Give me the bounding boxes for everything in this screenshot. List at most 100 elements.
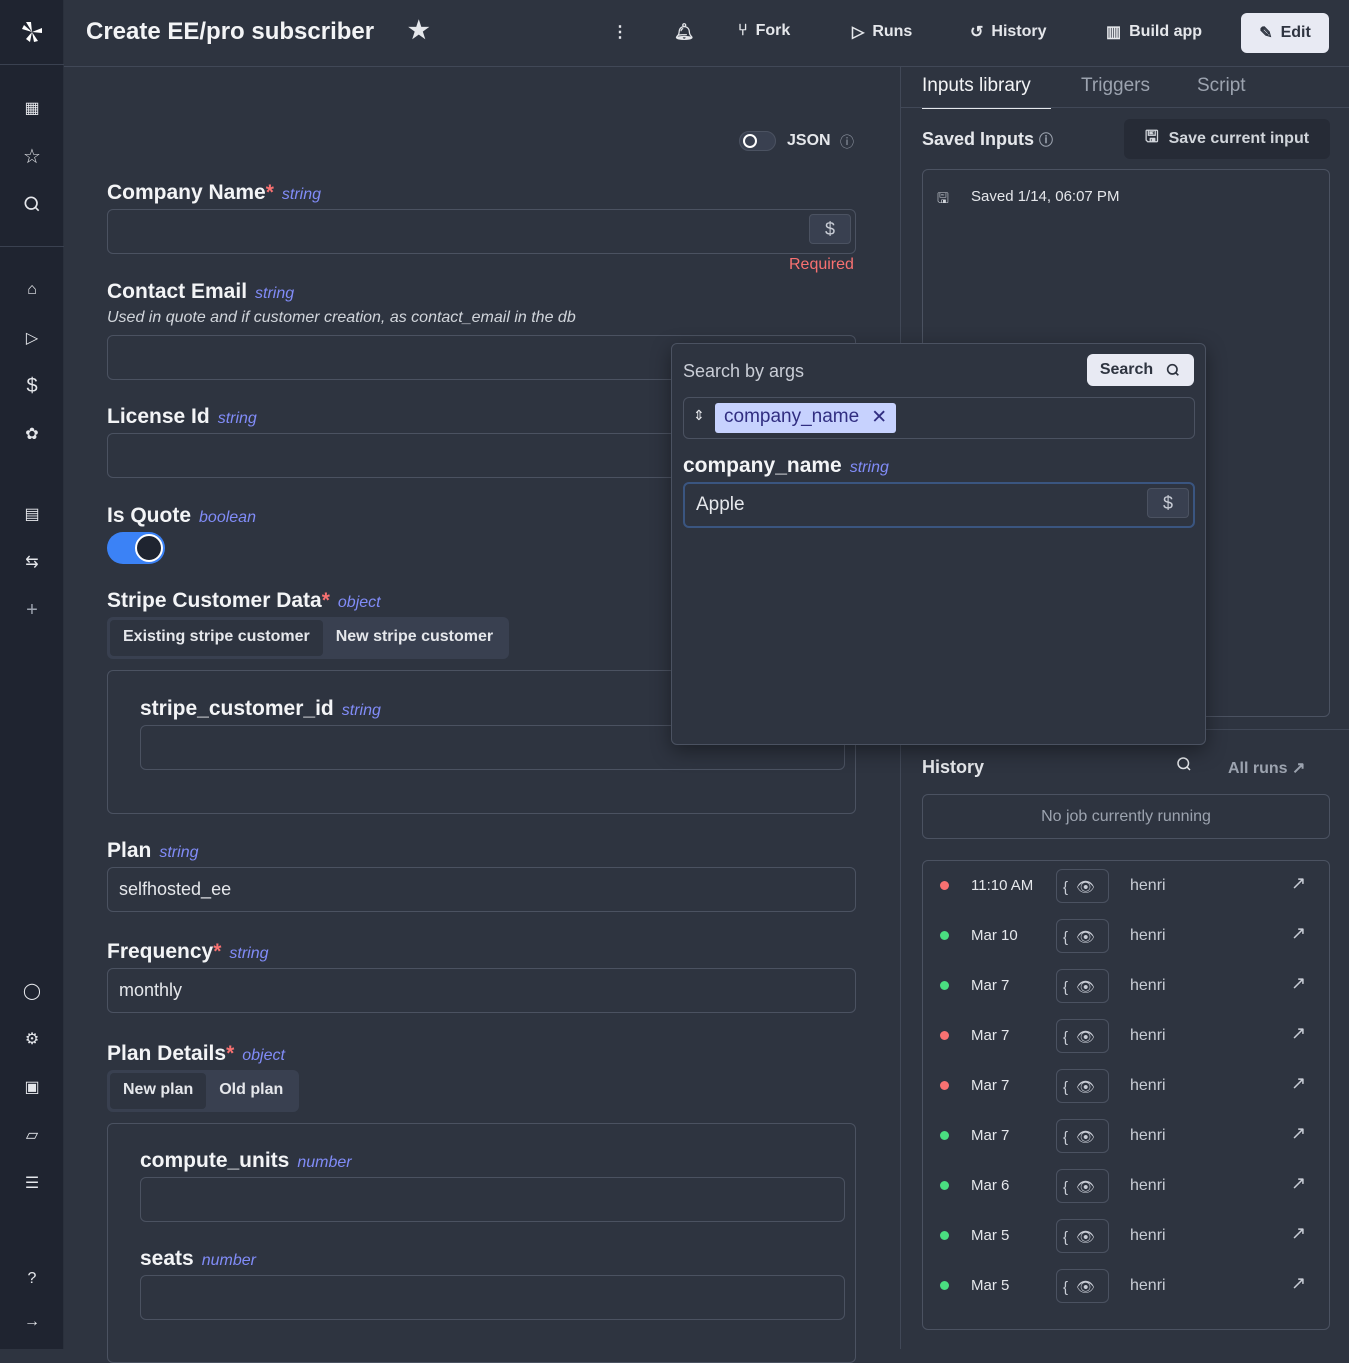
status-dot [940,1031,949,1040]
contact-email-description: Used in quote and if customer creation, … [107,309,576,326]
view-args-button[interactable]: { 👁︎ [1056,969,1109,1003]
star-icon[interactable]: ☆ [23,145,41,168]
saved-inputs-title: Saved Inputs ⓘ [922,129,1054,149]
external-link-icon[interactable]: ↗ [1291,1073,1307,1093]
frequency-input[interactable]: monthly [107,968,856,1013]
view-args-button[interactable]: { 👁︎ [1056,919,1109,953]
external-link-icon[interactable]: ↗ [1291,1023,1307,1043]
eye-icon: 👁︎ [1076,1179,1096,1196]
history-button[interactable]: ↺ History [970,23,1047,41]
user-icon[interactable]: ◯ [23,983,41,1000]
view-args-button[interactable]: { 👁︎ [1056,1269,1109,1303]
building-icon[interactable]: ▦ [24,100,40,117]
tab-script[interactable]: Script [1197,75,1246,96]
runs-button[interactable]: ▷ Runs [852,23,913,41]
home-icon[interactable]: ⌂ [27,281,37,298]
view-args-button[interactable]: { 👁︎ [1056,1069,1109,1103]
external-link-icon[interactable]: ↗ [1291,1273,1307,1293]
run-time: Mar 5 [971,1227,1010,1244]
company-name-arg-input[interactable]: Apple $ [683,482,1195,528]
run-row[interactable]: Mar 7 { 👁︎ henri ↗ [923,1061,1329,1111]
is-quote-label: Is Quote boolean [107,504,256,527]
remove-chip-icon[interactable]: ✕ [871,407,888,428]
company-name-input[interactable]: $ [107,209,856,254]
external-link-icon[interactable]: ↗ [1291,1123,1307,1143]
is-quote-toggle[interactable] [107,532,165,564]
search-icon[interactable] [20,192,44,216]
view-args-button[interactable]: { 👁︎ [1056,1119,1109,1153]
play-icon[interactable]: ▷ [25,330,39,347]
all-runs-link[interactable]: All runs ↗ [1228,760,1306,777]
compute-units-input[interactable] [140,1177,845,1222]
run-time: Mar 7 [971,1077,1010,1094]
bell-icon[interactable]: 🔔︎ [674,24,695,41]
expand-arrow-icon[interactable]: → [24,1313,40,1330]
run-row[interactable]: Mar 5 { 👁︎ henri ↗ [923,1211,1329,1261]
view-args-button[interactable]: { 👁︎ [1056,1019,1109,1053]
run-row[interactable]: Mar 6 { 👁︎ henri ↗ [923,1161,1329,1211]
args-multiselect[interactable]: ⇕ company_name ✕ [683,397,1195,439]
run-row[interactable]: Mar 10 { 👁︎ henri ↗ [923,911,1329,961]
plan-input[interactable]: selfhosted_ee [107,867,856,912]
view-args-button[interactable]: { 👁︎ [1056,1169,1109,1203]
run-user: henri [1130,1077,1166,1094]
build-app-button[interactable]: ▥ Build app [1106,23,1203,41]
gear-icon[interactable]: ⚙ [24,1031,40,1048]
edit-button[interactable]: ✎ Edit [1241,13,1329,53]
plus-icon[interactable]: + [26,598,38,621]
run-row[interactable]: Mar 5 { 👁︎ henri ↗ [923,1261,1329,1311]
run-user: henri [1130,1277,1166,1294]
old-plan-option[interactable]: Old plan [219,1081,284,1098]
external-link-icon[interactable]: ↗ [1291,873,1307,893]
run-row[interactable]: Mar 7 { 👁︎ henri ↗ [923,961,1329,1011]
view-args-button[interactable]: { 👁︎ [1056,869,1109,903]
new-stripe-option[interactable]: New stripe customer [335,628,494,645]
no-job-status: No job currently running [922,794,1330,839]
status-dot [940,1181,949,1190]
plan-details-segmented-control: New plan Old plan [107,1070,300,1112]
play-icon: ▷ [852,24,865,41]
external-link-icon[interactable]: ↗ [1291,1173,1307,1193]
fork-button[interactable]: ⑂ Fork [738,22,791,39]
external-link-icon[interactable]: ↗ [1291,1223,1307,1243]
plan-label: Plan string [107,839,199,862]
folder-icon[interactable]: ▱ [25,1127,39,1144]
run-time: Mar 10 [971,927,1018,944]
dollar-toggle-button[interactable]: $ [809,214,851,244]
list-icon[interactable]: ☰ [24,1175,40,1192]
existing-stripe-option[interactable]: Existing stripe customer [110,620,323,656]
contact-email-label: Contact Email string [107,280,295,303]
bot-icon[interactable]: ▣ [24,1079,40,1096]
run-row[interactable]: Mar 7 { 👁︎ henri ↗ [923,1011,1329,1061]
run-row[interactable]: 11:10 AM { 👁︎ henri ↗ [923,861,1329,911]
dollar-toggle-button[interactable]: $ [1147,488,1189,518]
save-current-input-button[interactable]: 🖫︎ Save current input [1124,119,1330,159]
seats-input[interactable] [140,1275,845,1320]
external-link-icon[interactable]: ↗ [1291,923,1307,943]
more-menu-icon[interactable]: ⋮ [612,24,628,41]
chevron-updown-icon[interactable]: ⇕ [693,407,705,423]
run-user: henri [1130,1127,1166,1144]
flows-icon[interactable]: ⇆ [25,554,39,571]
tab-triggers[interactable]: Triggers [1081,75,1150,96]
dollar-icon[interactable]: $ [26,374,38,397]
history-search-icon[interactable] [1175,755,1193,778]
new-plan-option[interactable]: New plan [110,1073,207,1109]
eye-icon: 👁︎ [1076,929,1096,946]
stripe-label: Stripe Customer Data* object [107,589,381,612]
calendar-icon[interactable]: ▤ [24,506,40,523]
help-icon[interactable]: ? [27,1270,37,1287]
windmill-logo-icon[interactable] [20,20,44,44]
saved-input-item[interactable]: Saved 1/14, 06:07 PM [971,188,1120,205]
search-button[interactable]: Search [1087,354,1194,386]
view-args-button[interactable]: { 👁︎ [1056,1219,1109,1253]
external-link-icon[interactable]: ↗ [1291,973,1307,993]
resources-icon[interactable]: ✿ [25,426,39,443]
run-row[interactable]: Mar 7 { 👁︎ henri ↗ [923,1111,1329,1161]
company-name-arg-label: company_name string [683,454,889,477]
json-toggle[interactable] [739,131,776,151]
status-dot [940,1231,949,1240]
favorite-star-icon[interactable]: ★ [408,17,430,44]
pencil-icon: ✎ [1259,25,1273,42]
tab-inputs-library[interactable]: Inputs library [922,75,1051,109]
